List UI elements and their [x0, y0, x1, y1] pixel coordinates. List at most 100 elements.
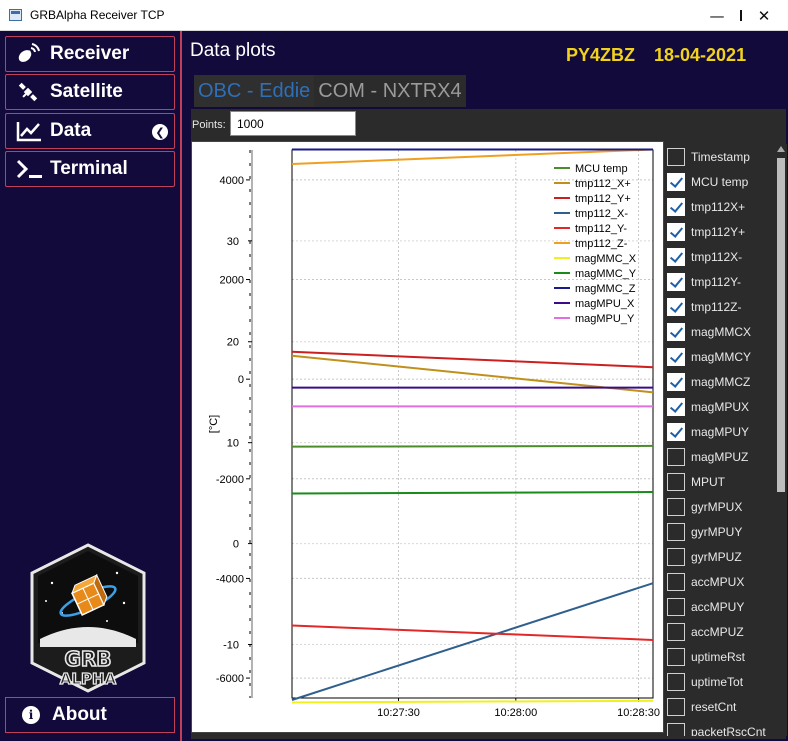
legend-entry: MCU temp [575, 163, 628, 175]
series-toggle-row[interactable]: magMMCX [667, 319, 767, 344]
series-toggle-row[interactable]: tmp112X+ [667, 194, 767, 219]
data-plot[interactable]: 4000 2000 0 -2000 -4000 -6000 30 20 10 0 -10 [°C] 10… [191, 141, 664, 733]
series-checkbox[interactable] [667, 322, 685, 341]
series-checkbox-label: uptimeTot [691, 674, 744, 689]
series-checkbox[interactable] [667, 372, 685, 391]
maximize-button[interactable] [695, 0, 742, 31]
series-checkbox[interactable] [667, 272, 685, 291]
series-checkbox-label: gyrMPUX [691, 499, 743, 514]
series-toggle-row[interactable]: MCU temp [667, 169, 767, 194]
series-toggle-row[interactable]: tmp112Z- [667, 294, 767, 319]
collapse-icon[interactable]: ❮ [152, 124, 168, 140]
series-line [291, 624, 654, 641]
series-checkbox[interactable] [667, 447, 685, 466]
series-toggle-row[interactable]: Timestamp [667, 144, 767, 169]
series-checkbox[interactable] [667, 172, 685, 191]
series-checkbox[interactable] [667, 697, 685, 716]
satellite-icon [16, 80, 44, 104]
sidebar-item-receiver[interactable]: Receiver [5, 36, 175, 72]
y-tick-label-inner: 20 [227, 337, 239, 349]
tab-bar: OBC - Eddie COM - NXTRX4 [194, 75, 466, 107]
series-checkbox-label: magMPUZ [691, 449, 749, 464]
series-checkbox[interactable] [667, 597, 685, 616]
series-toggle-row[interactable]: uptimeTot [667, 669, 767, 694]
series-checkbox[interactable] [667, 297, 685, 316]
legend-entry: tmp112_Z- [575, 238, 628, 250]
terminal-icon [16, 157, 44, 181]
tab-obc-eddie[interactable]: OBC - Eddie [194, 75, 315, 107]
series-checkbox-label: magMPUY [691, 424, 750, 439]
series-toggle-row[interactable]: accMPUX [667, 569, 767, 594]
about-button[interactable]: i About [5, 697, 175, 733]
series-toggle-row[interactable]: magMPUZ [667, 444, 767, 469]
scroll-thumb[interactable] [777, 158, 785, 492]
series-toggle-row[interactable]: gyrMPUX [667, 494, 767, 519]
series-toggle-row[interactable]: magMMCY [667, 344, 767, 369]
x-tick-label: 10:28:00 [494, 707, 537, 719]
series-checkbox[interactable] [667, 222, 685, 241]
series-checkbox-label: gyrMPUY [691, 524, 743, 539]
series-toggle-row[interactable]: tmp112Y- [667, 269, 767, 294]
series-checkbox-label: gyrMPUZ [691, 549, 742, 564]
series-checkbox-label: tmp112Z- [691, 299, 742, 314]
series-checkbox-label: tmp112X- [691, 249, 743, 264]
legend-entry: magMMC_Z [575, 283, 636, 295]
series-checkbox[interactable] [667, 472, 685, 491]
sidebar-item-label: Receiver [50, 43, 130, 64]
series-checkbox[interactable] [667, 422, 685, 441]
series-line [291, 491, 654, 495]
series-toggle-row[interactable]: resetCnt [667, 694, 767, 719]
series-toggle-row[interactable]: gyrMPUZ [667, 544, 767, 569]
series-checkbox-label: magMMCZ [691, 374, 751, 389]
series-checkbox[interactable] [667, 647, 685, 666]
series-checkbox[interactable] [667, 147, 685, 166]
y-tick-label-inner: 30 [227, 236, 239, 248]
page-title: Data plots [190, 40, 276, 61]
series-checkbox[interactable] [667, 522, 685, 541]
sidebar-item-terminal[interactable]: Terminal [5, 151, 175, 187]
series-checkbox-label: MCU temp [691, 174, 749, 189]
plot-svg: 4000 2000 0 -2000 -4000 -6000 30 20 10 0 -10 [°C] 10… [208, 148, 660, 719]
series-checklist: Timestamp MCU temp tmp112X+ tmp112Y+ tmp112X… [667, 144, 767, 736]
series-toggle-row[interactable]: packetRscCnt [667, 719, 767, 736]
series-checkbox[interactable] [667, 722, 685, 736]
minimize-button[interactable]: — [709, 6, 725, 25]
chart-icon [16, 119, 44, 143]
series-checkbox-label: tmp112Y+ [691, 224, 746, 239]
series-checkbox[interactable] [667, 247, 685, 266]
series-toggle-row[interactable]: accMPUY [667, 594, 767, 619]
series-toggle-row[interactable]: gyrMPUY [667, 519, 767, 544]
series-toggle-row[interactable]: magMPUX [667, 394, 767, 419]
y-tick-label-outer: 2000 [220, 275, 244, 287]
sidebar-item-satellite[interactable]: Satellite [5, 74, 175, 110]
series-checkbox[interactable] [667, 347, 685, 366]
sidebar-item-data[interactable]: Data ❮ [5, 113, 175, 149]
series-checkbox[interactable] [667, 572, 685, 591]
date-label: 18-04-2021 [654, 45, 747, 65]
series-toggle-row[interactable]: uptimeRst [667, 644, 767, 669]
info-icon: i [22, 706, 40, 724]
series-checkbox-label: tmp112Y- [691, 274, 742, 289]
series-toggle-row[interactable]: magMMCZ [667, 369, 767, 394]
series-toggle-row[interactable]: magMPUY [667, 419, 767, 444]
close-button[interactable]: ✕ [757, 6, 771, 25]
series-checkbox[interactable] [667, 497, 685, 516]
y-axis-label: [°C] [208, 415, 220, 433]
series-checkbox[interactable] [667, 622, 685, 641]
series-checkbox[interactable] [667, 672, 685, 691]
callsign: PY4ZBZ [566, 45, 636, 65]
series-toggle-row[interactable]: accMPUZ [667, 619, 767, 644]
series-toggle-row[interactable]: tmp112Y+ [667, 219, 767, 244]
tab-com-nxtrx4[interactable]: COM - NXTRX4 [314, 75, 466, 107]
x-tick-label: 10:28:30 [617, 707, 660, 719]
series-checkbox[interactable] [667, 547, 685, 566]
scroll-up-icon[interactable] [777, 146, 785, 152]
checklist-scrollbar[interactable] [775, 144, 787, 736]
series-checkbox[interactable] [667, 197, 685, 216]
series-toggle-row[interactable]: MPUT [667, 469, 767, 494]
points-input[interactable] [230, 111, 356, 136]
series-checkbox[interactable] [667, 397, 685, 416]
series-toggle-row[interactable]: tmp112X- [667, 244, 767, 269]
y-tick-label-outer: -4000 [216, 573, 244, 585]
satellite-dish-icon [16, 42, 44, 66]
